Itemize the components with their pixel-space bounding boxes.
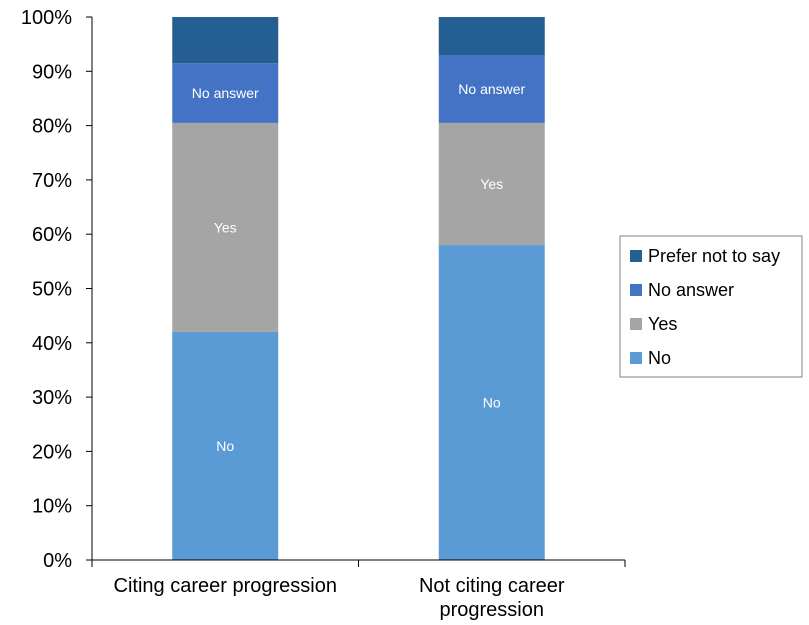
y-tick-label: 90% <box>32 61 72 83</box>
legend: Prefer not to say No answer Yes No <box>619 235 803 378</box>
bar-segment <box>172 331 279 560</box>
x-tick-label: Not citing career progression <box>419 575 565 621</box>
data-label: No answer <box>192 85 259 101</box>
legend-swatch <box>630 284 642 296</box>
legend-label: Yes <box>648 314 677 334</box>
legend-label: Prefer not to say <box>648 246 780 266</box>
data-label: Yes <box>214 219 237 235</box>
y-tick-label: 20% <box>32 441 72 463</box>
x-axis: Citing career progression Not citing care… <box>91 559 626 621</box>
bar-segment <box>172 17 279 64</box>
y-tick-label: 60% <box>32 224 72 246</box>
y-tick-label: 50% <box>32 279 72 301</box>
y-tick-label: 30% <box>32 387 72 409</box>
legend-label: No answer <box>648 280 734 300</box>
data-label: No answer <box>458 81 525 97</box>
data-label: No <box>483 395 501 411</box>
y-tick-label: 100% <box>21 7 72 29</box>
y-axis: 0% 10% 20% 30% 40% 50% 60% 70% 80% 90% 100% <box>21 7 93 572</box>
y-tick-label: 10% <box>32 496 72 518</box>
bar-segment <box>438 122 545 246</box>
bars: No Yes No answer No Yes No answer <box>172 17 545 560</box>
bar-segment <box>438 245 545 560</box>
bar-segment <box>438 55 545 123</box>
legend-swatch <box>630 318 642 330</box>
bar-segment <box>438 17 545 56</box>
y-tick-label: 70% <box>32 170 72 192</box>
legend-swatch <box>630 250 642 262</box>
bar-segment <box>172 122 279 332</box>
legend-frame <box>619 235 803 378</box>
data-label: Yes <box>480 176 503 192</box>
legend-swatch <box>630 352 642 364</box>
y-tick-label: 40% <box>32 333 72 355</box>
bar-segment <box>172 63 279 123</box>
y-tick-label: 80% <box>32 116 72 138</box>
legend-label: No <box>648 348 671 368</box>
x-tick-label: Citing career progression <box>114 575 337 597</box>
data-label: No <box>216 438 234 454</box>
y-tick-label: 0% <box>43 550 72 572</box>
